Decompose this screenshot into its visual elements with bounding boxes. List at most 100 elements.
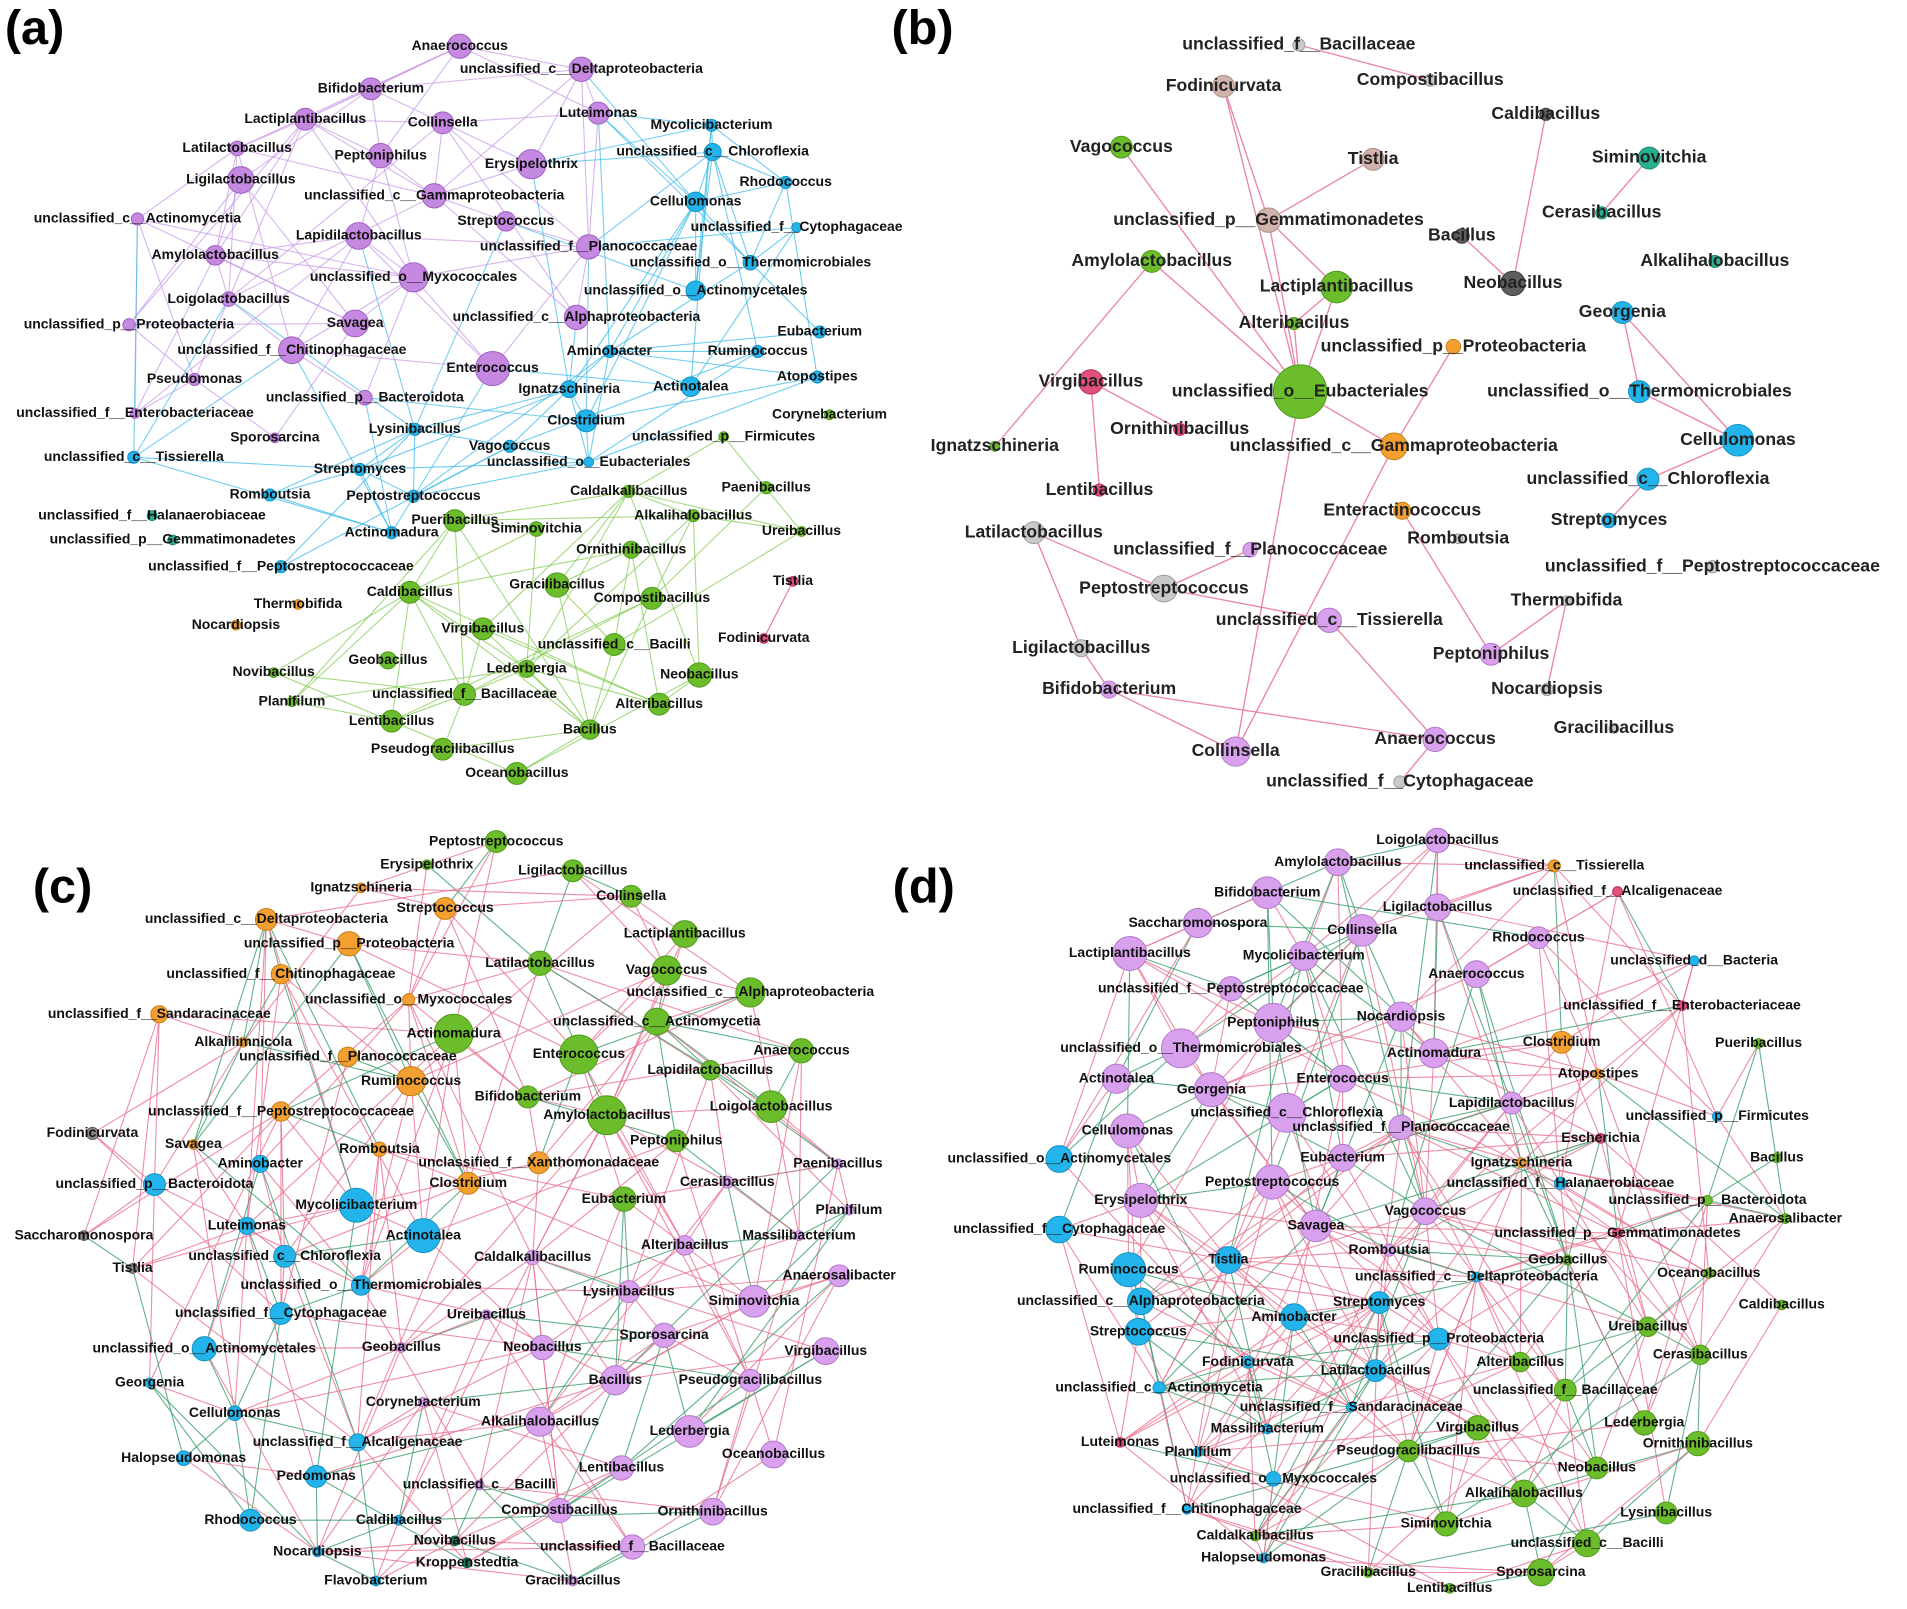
edge xyxy=(1138,1331,1268,1430)
edge xyxy=(1115,922,1199,1080)
node xyxy=(1471,1271,1482,1283)
edge xyxy=(556,549,632,586)
node xyxy=(1112,935,1148,971)
edge xyxy=(259,1163,359,1443)
edge xyxy=(409,591,527,670)
edge xyxy=(1758,1043,1786,1219)
node-label: Compostibacillus xyxy=(594,589,711,605)
node xyxy=(1100,680,1119,699)
edge xyxy=(1247,1338,1439,1363)
node xyxy=(273,1244,297,1268)
node xyxy=(698,1497,727,1526)
edge xyxy=(266,870,573,920)
edge xyxy=(1697,1304,1783,1444)
node xyxy=(737,1285,771,1318)
edge xyxy=(1407,1259,1569,1452)
node xyxy=(1780,1213,1791,1224)
node-label: Thermobifida xyxy=(254,595,343,611)
node xyxy=(405,1218,441,1254)
node-label: Paenibacillus xyxy=(793,1155,883,1171)
edge xyxy=(1267,220,1301,392)
node-label: Anaerococcus xyxy=(1428,965,1524,981)
node xyxy=(827,1264,851,1288)
edge xyxy=(442,122,589,248)
edge xyxy=(1315,1225,1568,1261)
node-label: unclassified_p__Proteobacteria xyxy=(244,934,455,950)
node xyxy=(1462,960,1491,989)
edge xyxy=(608,201,697,352)
node-label: unclassified_p__Bacteroidota xyxy=(266,388,464,404)
node-label: unclassified_f__Xanthomonadaceae xyxy=(418,1153,659,1169)
edge xyxy=(1222,86,1301,392)
node-label: Planifilum xyxy=(1165,1443,1232,1459)
edge xyxy=(391,592,411,722)
edge xyxy=(1303,955,1426,1212)
edge xyxy=(240,179,356,324)
edge xyxy=(183,1457,318,1553)
edge xyxy=(689,1275,840,1432)
node-label: Neobacillus xyxy=(660,666,739,682)
edge xyxy=(1197,1316,1295,1453)
edge xyxy=(1158,1387,1352,1408)
node-label: unclassified_c__Bacilli xyxy=(403,1476,556,1492)
node-label: Vagococcus xyxy=(1385,1202,1467,1218)
node-label: Lederbergia xyxy=(487,660,567,676)
node-label: Lederbergia xyxy=(650,1422,730,1438)
edge xyxy=(556,584,615,645)
edge xyxy=(1697,1354,1701,1444)
edge xyxy=(753,1050,803,1302)
edge xyxy=(1388,973,1477,1251)
edge xyxy=(542,1244,686,1348)
node-label: Ureibacillus xyxy=(762,522,841,538)
edge xyxy=(1126,953,1131,1132)
node xyxy=(600,1365,631,1396)
node-label: Cerasibacillus xyxy=(680,1173,775,1189)
node xyxy=(1654,1501,1678,1525)
node-label: Actinotalea xyxy=(386,1226,462,1242)
edge xyxy=(1361,840,1438,931)
node xyxy=(1212,74,1235,98)
edge xyxy=(192,919,267,1145)
node xyxy=(528,521,545,537)
edge xyxy=(400,1114,608,1348)
node xyxy=(1388,1114,1414,1141)
edge xyxy=(615,1163,839,1381)
edge xyxy=(1476,1232,1618,1278)
node xyxy=(1608,723,1620,734)
node-label: Oceanobacillus xyxy=(465,764,568,780)
edge xyxy=(259,1163,362,1286)
node xyxy=(1423,73,1437,87)
node xyxy=(1220,736,1251,767)
node xyxy=(1527,926,1550,950)
node xyxy=(1292,38,1306,52)
node-label: unclassified_p__Proteobacteria xyxy=(1334,1330,1545,1346)
edge xyxy=(454,490,629,522)
node xyxy=(759,481,773,495)
edge xyxy=(413,351,610,497)
edge xyxy=(597,113,610,352)
edge xyxy=(422,1402,468,1563)
edge xyxy=(1211,1016,1402,1091)
node-label: unclassified_f__Enterobacteriaceae xyxy=(16,404,254,420)
node-label: Siminovitchia xyxy=(491,520,582,536)
node xyxy=(312,1546,323,1558)
edge xyxy=(1033,532,1165,590)
node xyxy=(686,509,700,523)
edge xyxy=(1564,1259,1569,1391)
node-label: Loigolactobacillus xyxy=(710,1097,833,1113)
node-label: Ligilactobacillus xyxy=(518,861,628,877)
edge xyxy=(1119,1331,1139,1443)
node-label: unclassified_c__Gammaproteobacteria xyxy=(1230,435,1558,455)
edge xyxy=(1716,1043,1760,1117)
edge xyxy=(234,1313,282,1414)
node-label: Ruminococcus xyxy=(1079,1260,1179,1276)
edge xyxy=(1197,1451,1274,1480)
edge xyxy=(1254,1450,1409,1537)
edge xyxy=(621,1275,840,1469)
node-label: unclassified_c__Chloroflexia xyxy=(1190,1103,1383,1119)
edge xyxy=(1561,960,1695,1043)
node xyxy=(1328,1143,1357,1172)
node-label: Loigolactobacillus xyxy=(1376,831,1499,847)
edge xyxy=(527,1050,802,1098)
node-label: unclassified_f__Halanaerobiaceae xyxy=(38,506,266,522)
